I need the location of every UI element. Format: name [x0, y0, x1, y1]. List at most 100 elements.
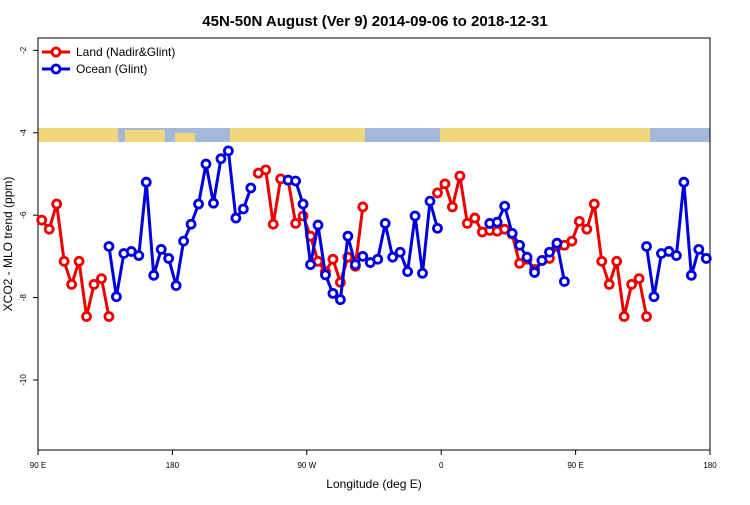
- data-point: [641, 311, 652, 322]
- data-point: [439, 178, 451, 190]
- data-point: [133, 250, 145, 261]
- data-point: [51, 198, 63, 210]
- data-point: [185, 218, 197, 230]
- data-point: [320, 269, 331, 281]
- data-point: [267, 218, 279, 230]
- data-point: [432, 222, 443, 234]
- legend-label: Ocean (Glint): [76, 62, 147, 76]
- data-point: [215, 153, 227, 165]
- data-point: [678, 176, 690, 188]
- data-point: [544, 246, 555, 258]
- data-point: [379, 217, 391, 229]
- map-land: [230, 128, 365, 142]
- data-point: [208, 197, 219, 209]
- data-point: [521, 251, 533, 263]
- data-point: [297, 198, 309, 210]
- data-point: [305, 259, 316, 271]
- data-point: [349, 259, 361, 271]
- data-point: [559, 276, 570, 287]
- data-point: [618, 311, 630, 322]
- data-point: [66, 278, 77, 290]
- data-point: [103, 241, 115, 252]
- x-tick-label: 180: [166, 461, 180, 470]
- data-point: [43, 223, 55, 235]
- x-tick-label: 90 E: [567, 461, 583, 470]
- map-land: [125, 130, 165, 142]
- data-point: [417, 267, 428, 279]
- data-point: [536, 255, 548, 266]
- data-point: [693, 243, 705, 255]
- data-point: [461, 217, 473, 229]
- data-point: [357, 201, 369, 213]
- data-point: [402, 266, 414, 278]
- data-point: [260, 164, 272, 176]
- y-tick-label: -2: [19, 46, 28, 54]
- x-tick-label: 180: [703, 461, 717, 470]
- data-point: [603, 278, 615, 290]
- map-land: [38, 128, 118, 142]
- x-tick-label: 90 E: [30, 461, 46, 470]
- data-point: [387, 251, 399, 263]
- data-point: [394, 246, 406, 258]
- data-point: [372, 253, 384, 265]
- data-point: [357, 250, 369, 262]
- x-tick-label: 90 W: [297, 461, 316, 470]
- data-point: [222, 145, 234, 157]
- data-point: [140, 176, 152, 188]
- data-point: [506, 227, 518, 239]
- data-point: [245, 182, 257, 194]
- data-point: [103, 311, 115, 322]
- data-point: [81, 311, 92, 322]
- y-axis-label: XCO2 - MLO trend (ppm): [1, 177, 15, 312]
- data-point: [685, 269, 697, 281]
- data-point: [88, 278, 100, 290]
- data-point: [551, 237, 563, 249]
- y-tick-label: -4: [19, 129, 28, 137]
- map-land: [440, 128, 650, 142]
- data-point: [454, 170, 466, 182]
- x-tick-label: 0: [439, 461, 444, 470]
- y-tick-label: -10: [19, 374, 28, 386]
- data-point: [581, 223, 593, 235]
- data-point: [312, 219, 324, 231]
- data-point: [36, 214, 48, 226]
- plot-frame: [37, 37, 711, 451]
- data-point: [334, 294, 346, 306]
- chart-title: 45N-50N August (Ver 9) 2014-09-06 to 201…: [202, 13, 547, 30]
- data-point: [290, 217, 302, 229]
- data-point: [491, 216, 503, 228]
- data-point: [58, 255, 70, 267]
- data-point: [148, 269, 160, 281]
- data-point: [424, 195, 436, 207]
- data-point: [566, 235, 578, 247]
- data-point: [409, 210, 421, 222]
- data-point: [641, 241, 652, 252]
- data-point: [342, 230, 354, 242]
- data-point: [155, 243, 167, 255]
- data-point: [178, 235, 190, 247]
- x-axis-label: Longitude (deg E): [326, 477, 421, 491]
- data-point: [111, 291, 122, 303]
- data-point: [193, 198, 204, 210]
- data-point: [73, 255, 85, 267]
- y-tick-label: -8: [19, 293, 28, 301]
- data-point: [230, 212, 242, 224]
- data-point: [514, 239, 525, 251]
- map-strip: [38, 128, 710, 142]
- series: [103, 145, 712, 306]
- y-tick-label: -6: [19, 211, 28, 219]
- data-point: [573, 215, 585, 227]
- data-point: [588, 198, 600, 210]
- data-point: [596, 255, 608, 267]
- data-point: [611, 255, 623, 267]
- data-point: [700, 253, 712, 264]
- data-point: [446, 201, 458, 213]
- data-point: [529, 267, 540, 278]
- legend-marker: [50, 63, 62, 75]
- data-point: [626, 278, 637, 290]
- data-point: [327, 253, 339, 265]
- data-point: [170, 280, 182, 292]
- data-point: [633, 273, 645, 285]
- data-point: [163, 253, 175, 264]
